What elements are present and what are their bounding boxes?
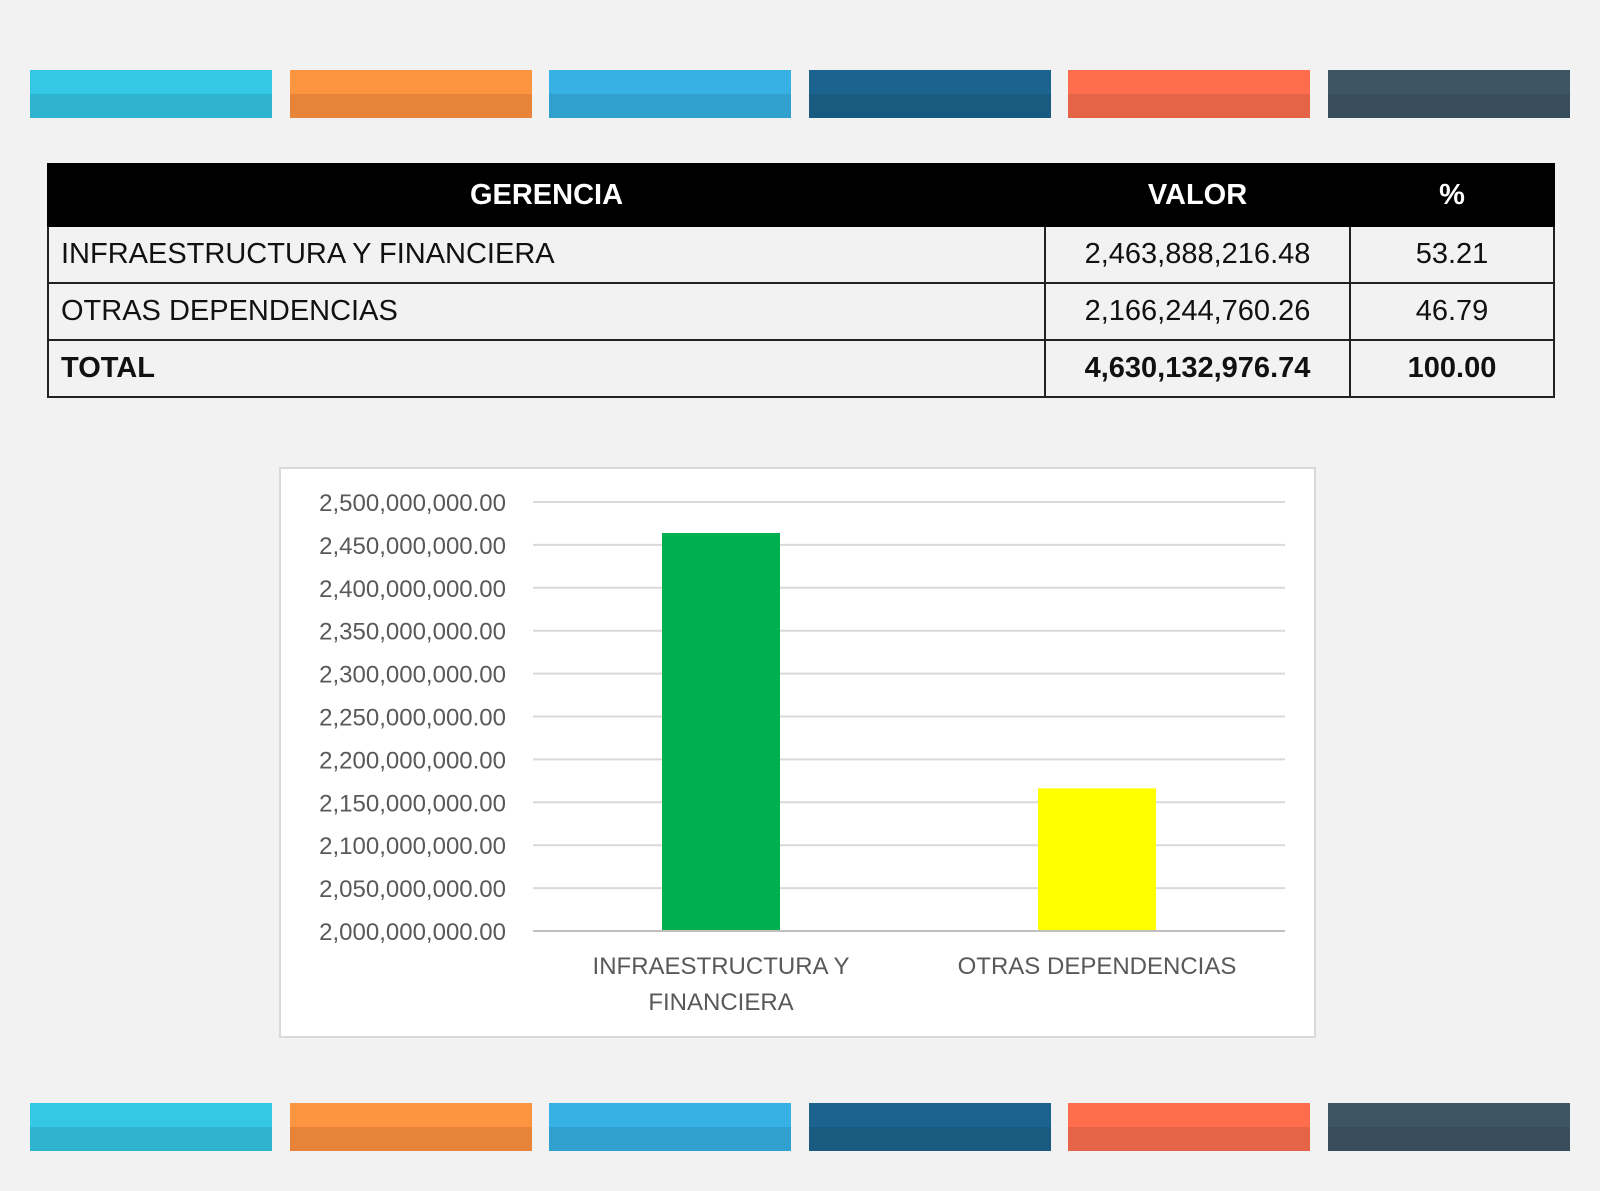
stripe-slate	[1328, 70, 1570, 118]
y-tick-label: 2,150,000,000.00	[319, 790, 506, 817]
y-tick-label: 2,250,000,000.00	[319, 705, 506, 732]
summary-table: GERENCIA VALOR % INFRAESTRUCTURA Y FINAN…	[47, 163, 1555, 398]
cell-gerencia: INFRAESTRUCTURA Y FINANCIERA	[47, 225, 1046, 284]
y-tick-label: 2,350,000,000.00	[319, 619, 506, 646]
x-tick-label: OTRAS DEPENDENCIAS	[958, 953, 1237, 980]
total-valor: 4,630,132,976.74	[1044, 339, 1351, 398]
cell-gerencia: OTRAS DEPENDENCIAS	[47, 282, 1046, 341]
stripe-coral	[1068, 70, 1310, 118]
y-tick-label: 2,400,000,000.00	[319, 576, 506, 603]
stripe-blue	[549, 1103, 791, 1151]
y-tick-label: 2,050,000,000.00	[319, 876, 506, 903]
header-valor: VALOR	[1044, 163, 1351, 227]
cell-valor: 2,166,244,760.26	[1044, 282, 1351, 341]
total-label: TOTAL	[47, 339, 1046, 398]
total-percent: 100.00	[1349, 339, 1555, 398]
cell-percent: 46.79	[1349, 282, 1555, 341]
header-percent: %	[1349, 163, 1555, 227]
stripe-navy	[809, 70, 1051, 118]
stripe-cyan	[30, 1103, 272, 1151]
table-row: INFRAESTRUCTURA Y FINANCIERA 2,463,888,2…	[47, 225, 1555, 284]
x-tick-label: INFRAESTRUCTURA Y	[593, 953, 850, 980]
cell-percent: 53.21	[1349, 225, 1555, 284]
stripe-coral	[1068, 1103, 1310, 1151]
stripe-orange	[290, 70, 532, 118]
bar-chart-svg: 2,000,000,000.00 2,050,000,000.00 2,100,00…	[319, 490, 1285, 1016]
stripe-navy	[809, 1103, 1051, 1151]
bar	[1038, 788, 1156, 931]
y-tick-label: 2,200,000,000.00	[319, 747, 506, 774]
bar-chart: 2,000,000,000.00 2,050,000,000.00 2,100,00…	[279, 467, 1316, 1038]
table-header-row: GERENCIA VALOR %	[47, 163, 1555, 227]
bottom-color-stripes	[0, 1103, 1600, 1151]
bar	[662, 532, 780, 931]
y-tick-label: 2,450,000,000.00	[319, 533, 506, 560]
header-gerencia: GERENCIA	[47, 163, 1046, 227]
y-tick-label: 2,500,000,000.00	[319, 490, 506, 517]
stripe-orange	[290, 1103, 532, 1151]
stripe-slate	[1328, 1103, 1570, 1151]
stripe-blue	[549, 70, 791, 118]
table-total-row: TOTAL 4,630,132,976.74 100.00	[47, 339, 1555, 398]
cell-valor: 2,463,888,216.48	[1044, 225, 1351, 284]
table-row: OTRAS DEPENDENCIAS 2,166,244,760.26 46.7…	[47, 282, 1555, 341]
y-tick-label: 2,300,000,000.00	[319, 662, 506, 689]
x-tick-label: FINANCIERA	[648, 989, 793, 1016]
y-tick-label: 2,000,000,000.00	[319, 919, 506, 946]
stripe-cyan	[30, 70, 272, 118]
top-color-stripes	[0, 70, 1600, 118]
y-tick-label: 2,100,000,000.00	[319, 833, 506, 860]
